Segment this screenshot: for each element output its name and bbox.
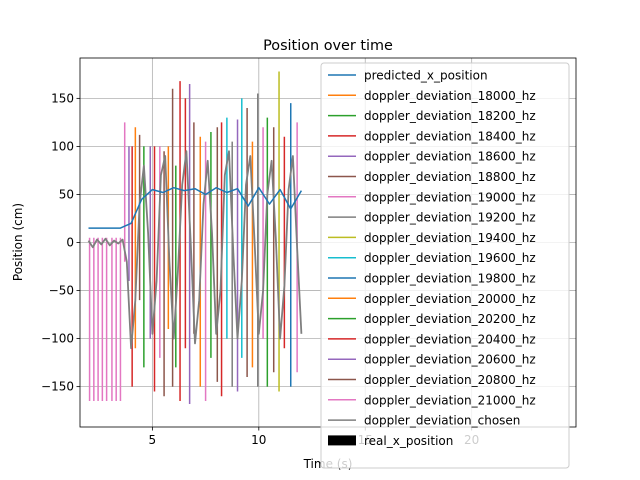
legend-label-doppler_deviation_20200_hz: doppler_deviation_20200_hz (364, 312, 536, 326)
legend-swatch-real_x_position (328, 435, 356, 446)
legend-label-doppler_deviation_20800_hz: doppler_deviation_20800_hz (364, 373, 536, 387)
predicted-position-line (88, 186, 303, 229)
legend-label-doppler_deviation_19000_hz: doppler_deviation_19000_hz (364, 190, 536, 204)
chosen-signal-line (87, 150, 303, 350)
legend-label-doppler_deviation_20600_hz: doppler_deviation_20600_hz (364, 353, 536, 367)
legend: predicted_x_position doppler_deviation_18… (320, 62, 570, 469)
y-tick-label: 50 (59, 187, 74, 201)
y-tick-label: −100 (41, 332, 74, 346)
chart-title: Position over time (263, 38, 393, 54)
y-axis: −150 −100 −50 0 50 100 150 (41, 91, 80, 394)
y-tick-label: −50 (49, 284, 74, 298)
legend-label-real_x_position: real_x_position (364, 434, 453, 448)
legend-label-doppler_deviation_18400_hz: doppler_deviation_18400_hz (364, 129, 536, 143)
legend-label-doppler_deviation_18600_hz: doppler_deviation_18600_hz (364, 150, 536, 164)
legend-label-doppler_deviation_chosen: doppler_deviation_chosen (364, 414, 520, 428)
legend-label-doppler_deviation_19800_hz: doppler_deviation_19800_hz (364, 272, 536, 286)
legend-label-doppler_deviation_19400_hz: doppler_deviation_19400_hz (364, 231, 536, 245)
y-tick-label: 150 (51, 91, 74, 105)
legend-label-doppler_deviation_20400_hz: doppler_deviation_20400_hz (364, 332, 536, 346)
legend-label-doppler_deviation_21000_hz: doppler_deviation_21000_hz (364, 393, 536, 407)
legend-label-doppler_deviation_18800_hz: doppler_deviation_18800_hz (364, 170, 536, 184)
legend-label-doppler_deviation_19200_hz: doppler_deviation_19200_hz (364, 211, 536, 225)
y-axis-label: Position (cm) (11, 203, 25, 281)
legend-label-predicted_x_position: predicted_x_position (364, 69, 488, 83)
x-tick-label: 10 (251, 433, 266, 447)
x-tick-label: 5 (149, 433, 157, 447)
legend-label-doppler_deviation_18200_hz: doppler_deviation_18200_hz (364, 109, 536, 123)
y-tick-label: −150 (41, 380, 74, 394)
y-tick-label: 0 (66, 236, 74, 250)
legend-label-doppler_deviation_20000_hz: doppler_deviation_20000_hz (364, 292, 536, 306)
series-layer (87, 71, 303, 404)
legend-label-doppler_deviation_19600_hz: doppler_deviation_19600_hz (364, 251, 536, 265)
y-tick-label: 100 (51, 139, 74, 153)
legend-label-doppler_deviation_18000_hz: doppler_deviation_18000_hz (364, 89, 536, 103)
series-group (87, 71, 303, 404)
legend-box (320, 62, 570, 469)
